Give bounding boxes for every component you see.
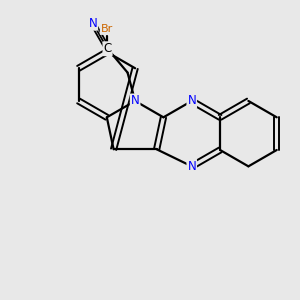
Text: N: N xyxy=(88,17,97,30)
Text: N: N xyxy=(131,94,140,107)
Text: N: N xyxy=(188,94,196,107)
Text: Br: Br xyxy=(101,24,113,34)
Text: N: N xyxy=(188,160,196,173)
Text: C: C xyxy=(103,42,112,55)
